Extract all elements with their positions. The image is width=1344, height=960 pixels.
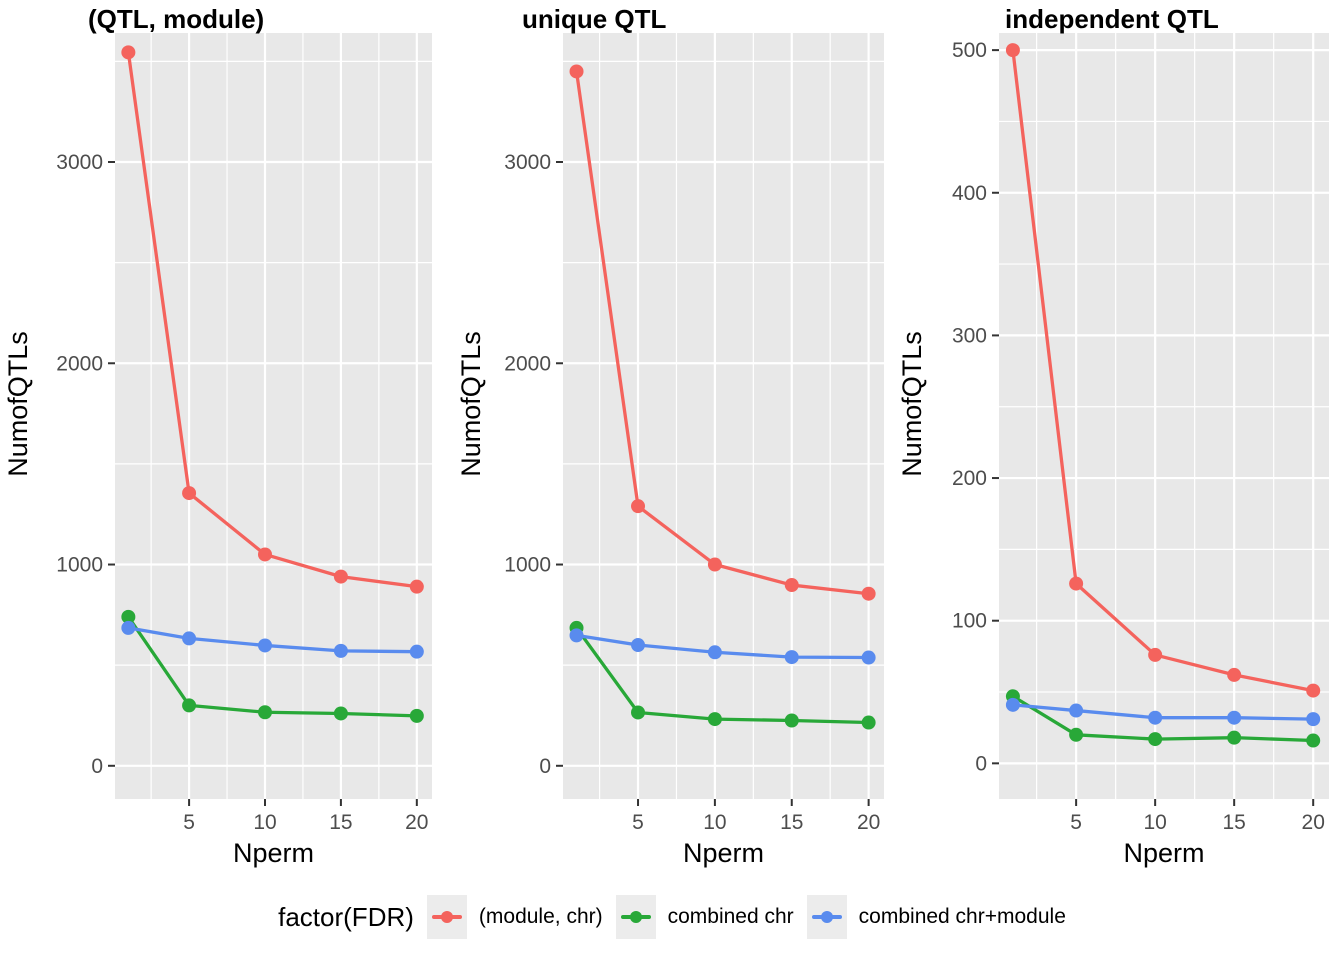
x-tick-label: 5: [1070, 811, 1082, 834]
data-point: [121, 620, 136, 635]
y-tick-label: 2000: [504, 352, 551, 375]
data-point: [1069, 703, 1084, 718]
data-point: [784, 650, 799, 665]
data-point: [707, 712, 722, 727]
x-axis-title: Nperm: [233, 838, 314, 868]
data-point: [409, 579, 424, 594]
data-point: [1005, 697, 1020, 712]
y-tick-label: 1000: [504, 554, 551, 577]
legend-item-label: combined chr: [667, 905, 794, 928]
panel-title: unique QTL: [522, 4, 667, 34]
panel-title: independent QTL: [1005, 4, 1219, 34]
panel: 0 100 200 300 400 500 5 10 15 20 independent QTL Nu…: [897, 4, 1329, 868]
x-axis-title: Nperm: [1123, 838, 1204, 868]
panel: 0 1000 2000 3000 5 10 15 20 (QTL, module) NumofQT…: [3, 4, 432, 868]
x-tick-label: 20: [1302, 811, 1325, 834]
data-point: [784, 578, 799, 593]
legend-key-icon: [806, 895, 847, 939]
legend-key-dot-icon: [820, 911, 833, 923]
data-point: [707, 645, 722, 660]
panel-title: (QTL, module): [88, 4, 264, 34]
data-point: [1227, 667, 1242, 682]
data-point: [182, 486, 197, 501]
panel: 0 1000 2000 3000 5 10 15 20 unique QTL NumofQTLs N…: [456, 4, 884, 868]
x-axis-title: Nperm: [683, 838, 764, 868]
data-point: [409, 708, 424, 723]
data-point: [1069, 727, 1084, 742]
data-point: [861, 650, 876, 665]
data-point: [409, 644, 424, 659]
panel-background: [115, 33, 432, 799]
data-point: [1069, 576, 1084, 591]
legend-item: combined chr+module: [806, 895, 1066, 939]
y-tick-label: 300: [952, 324, 987, 347]
data-point: [121, 45, 136, 60]
y-axis-title: NumofQTLs: [897, 331, 927, 477]
data-point: [1227, 710, 1242, 725]
x-tick-label: 20: [405, 811, 428, 834]
legend-key-icon: [426, 895, 467, 939]
data-point: [333, 706, 348, 721]
data-point: [1227, 730, 1242, 745]
data-point: [1148, 732, 1163, 747]
x-tick-label: 5: [183, 811, 195, 834]
data-point: [784, 713, 799, 728]
x-tick-label: 20: [857, 811, 880, 834]
panel-background: [563, 33, 884, 799]
y-tick-label: 400: [952, 182, 987, 205]
data-point: [1306, 733, 1321, 748]
legend-item: combined chr: [615, 895, 794, 939]
legend-item-label: combined chr+module: [858, 905, 1066, 928]
data-point: [1306, 712, 1321, 727]
legend-title: factor(FDR): [278, 901, 414, 932]
y-tick-label: 1000: [56, 554, 103, 577]
data-point: [333, 643, 348, 658]
legend-item-label: (module, chr): [478, 905, 603, 928]
data-point: [1148, 647, 1163, 662]
y-tick-label: 2000: [56, 352, 103, 375]
y-tick-label: 0: [975, 752, 987, 775]
data-point: [182, 631, 197, 646]
x-tick-label: 15: [780, 811, 803, 834]
y-axis-title: NumofQTLs: [456, 331, 486, 477]
y-tick-label: 3000: [56, 151, 103, 174]
data-point: [631, 638, 646, 653]
data-point: [1005, 43, 1020, 58]
legend-key-icon: [615, 895, 656, 939]
x-tick-label: 15: [1222, 811, 1245, 834]
y-axis-title: NumofQTLs: [3, 331, 33, 477]
x-tick-label: 5: [632, 811, 644, 834]
data-point: [182, 698, 197, 713]
y-tick-label: 0: [539, 755, 551, 778]
data-point: [569, 64, 584, 79]
data-point: [707, 557, 722, 572]
y-tick-label: 0: [91, 755, 103, 778]
legend: factor(FDR) (module, chr) combined chr com…: [0, 882, 1344, 952]
legend-key-dot-icon: [629, 911, 642, 923]
x-tick-label: 15: [329, 811, 352, 834]
data-point: [1148, 710, 1163, 725]
data-point: [861, 586, 876, 601]
data-point: [861, 715, 876, 730]
y-tick-label: 100: [952, 610, 987, 633]
data-point: [257, 547, 272, 562]
data-point: [631, 705, 646, 720]
y-tick-label: 500: [952, 39, 987, 62]
x-tick-label: 10: [703, 811, 726, 834]
data-point: [1306, 683, 1321, 698]
data-point: [257, 705, 272, 720]
data-point: [631, 499, 646, 514]
y-tick-label: 3000: [504, 151, 551, 174]
legend-key-dot-icon: [440, 911, 453, 923]
x-tick-label: 10: [253, 811, 276, 834]
legend-item: (module, chr): [426, 895, 603, 939]
data-point: [569, 628, 584, 643]
data-point: [121, 609, 136, 624]
data-point: [333, 569, 348, 584]
x-tick-label: 10: [1143, 811, 1166, 834]
y-tick-label: 200: [952, 467, 987, 490]
data-point: [257, 638, 272, 653]
